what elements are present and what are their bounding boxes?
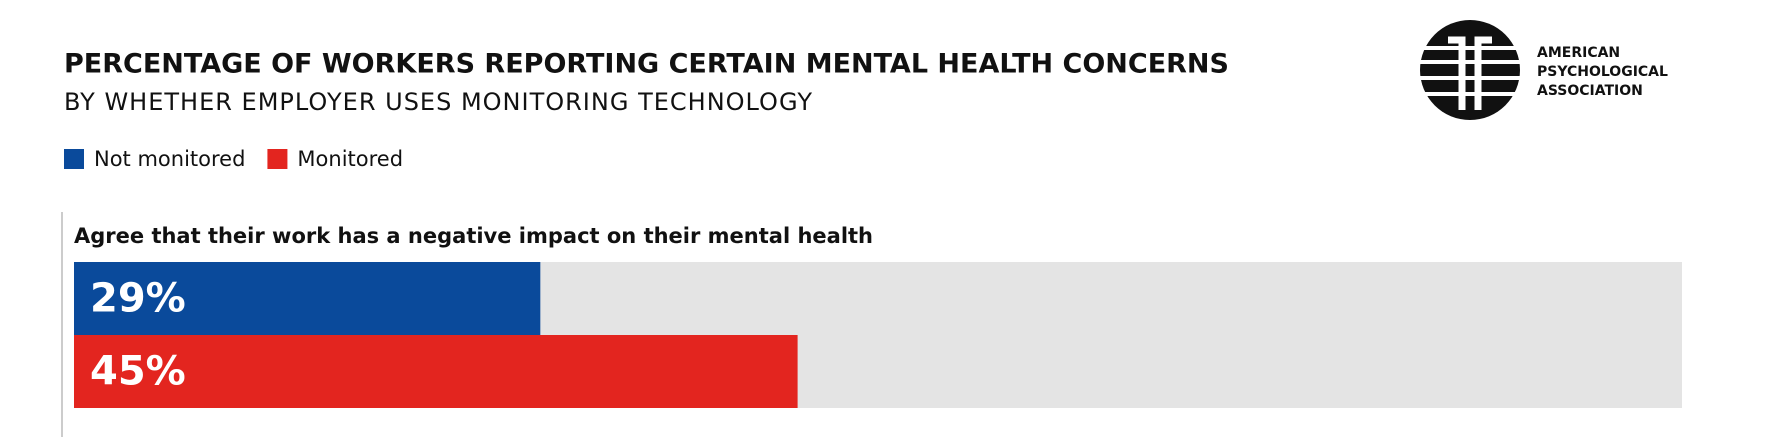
chart-title: PERCENTAGE OF WORKERS REPORTING CERTAIN …	[64, 49, 1229, 80]
bar	[74, 262, 541, 335]
logo-stripes	[1420, 46, 1520, 96]
legend-swatch	[64, 149, 84, 169]
logo: AMERICAN PSYCHOLOGICAL ASSOCIATION	[1420, 20, 1668, 120]
logo-text: AMERICAN	[1537, 45, 1620, 61]
bar	[74, 335, 798, 408]
category-label: Agree that their work has a negative imp…	[74, 224, 873, 248]
logo-text: ASSOCIATION	[1537, 83, 1643, 99]
chart-subtitle: BY WHETHER EMPLOYER USES MONITORING TECH…	[64, 88, 813, 116]
legend-label: Monitored	[297, 147, 403, 171]
value-label: 29%	[90, 276, 186, 322]
logo-text: PSYCHOLOGICAL	[1537, 64, 1668, 80]
logo-mark	[1420, 20, 1520, 120]
legend-label: Not monitored	[94, 147, 245, 171]
legend-swatch	[267, 149, 288, 169]
value-label: 45%	[90, 349, 186, 395]
logo-psi	[1448, 36, 1492, 110]
